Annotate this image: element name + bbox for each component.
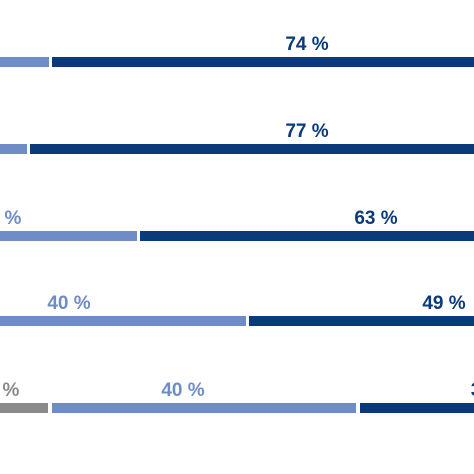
bar-segment-row5-light-blue	[52, 403, 356, 413]
bar-segment-row4-light-blue	[0, 316, 246, 326]
bar-segment-row1-dark-blue	[52, 57, 474, 67]
bar-segment-row5-dark-blue	[360, 403, 474, 413]
data-label-row2-1: 77 %	[285, 121, 328, 142]
data-label-row3-2: 63 %	[354, 208, 397, 229]
data-label-row4-2: 49 %	[422, 293, 465, 314]
bar-segment-row2-dark-blue	[30, 144, 474, 154]
bar-segment-row5-gray	[0, 403, 48, 413]
data-label-row3-1: %	[5, 208, 22, 229]
label-layer: 74 % 77 %% 63 % 40 % 49 %% 40 % 3	[3, 34, 474, 401]
bar-segment-row3-dark-blue	[140, 231, 474, 241]
data-label-row5-1: %	[3, 380, 20, 401]
bar-segment-row1-light-blue	[0, 57, 49, 67]
bar-layer	[0, 57, 474, 413]
data-label-row4-1: 40 %	[47, 293, 90, 314]
data-label-row5-2: 40 %	[161, 380, 204, 401]
bar-segment-row2-light-blue	[0, 144, 27, 154]
bar-segment-row4-dark-blue	[249, 316, 474, 326]
data-label-row5-3: 3	[471, 380, 474, 401]
data-label-row1-1: 74 %	[285, 34, 328, 55]
bar-segment-row3-light-blue	[0, 231, 137, 241]
